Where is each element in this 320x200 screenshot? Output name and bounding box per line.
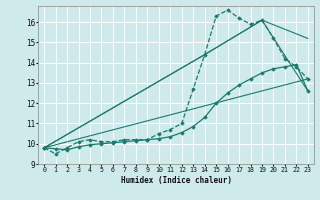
X-axis label: Humidex (Indice chaleur): Humidex (Indice chaleur) (121, 176, 231, 185)
